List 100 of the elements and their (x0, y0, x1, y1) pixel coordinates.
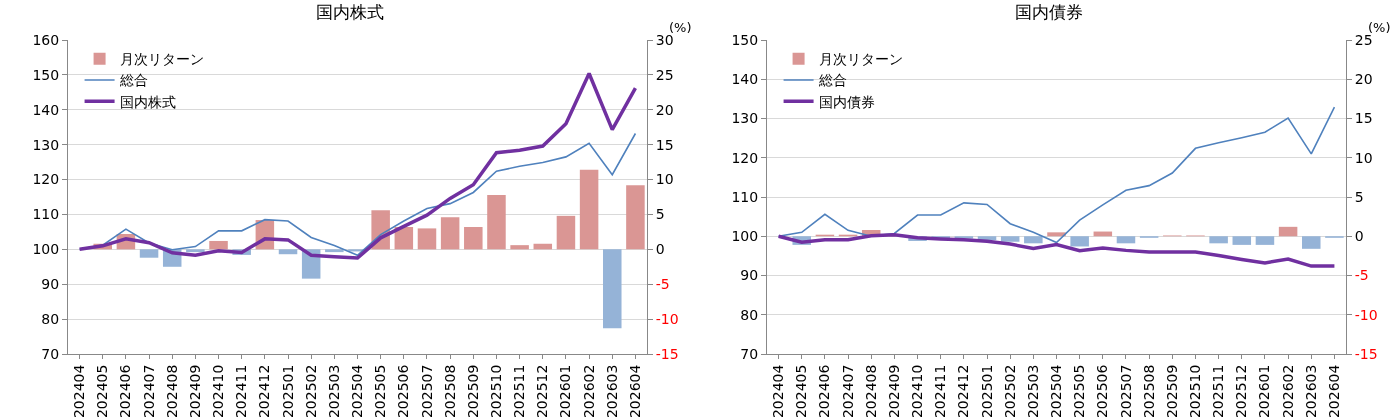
bar (510, 245, 529, 250)
bar (278, 249, 298, 255)
x-tick-label: 202509 (1163, 364, 1180, 419)
x-tick-label: 202507 (1117, 364, 1134, 419)
x-tick-label: 202602 (1279, 364, 1296, 419)
x-tick-label: 202409 (186, 364, 203, 419)
chart-title: 国内株式 (315, 2, 384, 23)
x-tick-label: 202510 (1187, 364, 1204, 419)
bar (1278, 226, 1298, 237)
x-tick-label: 202405 (793, 364, 810, 419)
x-tick-label: 202408 (163, 364, 180, 419)
line-series (77, 71, 638, 260)
y2-tick-label: 0 (655, 241, 665, 258)
bar (1047, 232, 1066, 237)
bar (1116, 236, 1136, 244)
y2-tick-label: 20 (655, 101, 674, 118)
bar (603, 249, 622, 329)
y2-tick-label: 25 (655, 66, 674, 83)
legend-label: 月次リターン (818, 51, 903, 68)
y2-tick-label: 20 (1354, 71, 1373, 88)
bar (186, 249, 205, 253)
bar (1232, 236, 1252, 245)
x-tick-label: 202411 (233, 364, 250, 419)
legend-label: 国内債券 (818, 93, 875, 110)
x-tick-label: 202503 (325, 364, 342, 419)
y-tick-label: 100 (32, 241, 60, 258)
x-tick-label: 202406 (117, 364, 134, 419)
y-tick-label: 130 (32, 136, 60, 153)
y-tick-label: 90 (41, 276, 60, 293)
bar (1070, 236, 1089, 247)
y2-tick-label: 10 (655, 171, 674, 188)
legend-label: 総合 (817, 72, 847, 89)
x-tick-label: 202505 (372, 364, 389, 419)
x-tick-label: 202504 (349, 364, 366, 419)
bar (209, 240, 228, 250)
x-tick-label: 202508 (441, 364, 458, 419)
x-tick-label: 202405 (94, 364, 111, 419)
bar (1209, 236, 1228, 244)
x-tick-label: 202506 (1094, 364, 1111, 419)
x-tick-label: 202603 (603, 364, 620, 419)
bar (556, 215, 576, 250)
x-tick-label: 202512 (534, 364, 551, 419)
y2-tick-label: 5 (655, 206, 665, 223)
x-tick-label: 202407 (839, 364, 856, 419)
y-tick-label: 70 (740, 345, 759, 362)
bar (325, 249, 344, 253)
x-tick-label: 202411 (932, 364, 949, 419)
x-tick-label: 202503 (1024, 364, 1041, 419)
legend-label: 月次リターン (119, 51, 204, 68)
bar (1302, 236, 1321, 249)
y-tick-label: 150 (731, 31, 759, 48)
x-tick-label: 202407 (140, 364, 157, 419)
x-tick-label: 202410 (909, 364, 926, 419)
x-tick-label: 202410 (210, 364, 227, 419)
x-tick-label: 202412 (256, 364, 273, 419)
bar (464, 227, 483, 250)
x-tick-label: 202604 (626, 364, 643, 419)
y2-tick-label: -15 (1354, 345, 1378, 362)
x-tick-label: 202511 (511, 364, 528, 419)
line-series (776, 232, 1337, 268)
y2-tick-label: -10 (655, 311, 679, 328)
bar (626, 185, 645, 250)
bar (579, 169, 599, 250)
x-tick-label: 202501 (978, 364, 995, 419)
bar (440, 217, 460, 250)
x-tick-label: 202501 (279, 364, 296, 419)
x-tick-label: 202507 (418, 364, 435, 419)
x-tick-label: 202404 (71, 364, 88, 419)
y-tick-label: 80 (740, 306, 759, 323)
x-tick-label: 202508 (1140, 364, 1157, 419)
y-tick-label: 100 (731, 228, 759, 245)
x-tick-label: 202601 (1256, 364, 1273, 419)
x-tick-label: 202408 (862, 364, 879, 419)
y-tick-label: 140 (32, 101, 60, 118)
y2-axis-title: (%) (1368, 20, 1391, 35)
x-tick-label: 202603 (1302, 364, 1319, 419)
y2-tick-label: -10 (1354, 306, 1378, 323)
bar (487, 194, 506, 250)
x-tick-label: 202604 (1325, 364, 1342, 419)
x-tick-label: 202504 (1048, 364, 1065, 419)
legend-label: 総合 (118, 72, 148, 89)
x-tick-label: 202511 (1210, 364, 1227, 419)
bar (1000, 236, 1020, 242)
y2-tick-label: 0 (1354, 228, 1364, 245)
y-tick-label: 130 (731, 110, 759, 127)
y-tick-label: 110 (32, 206, 60, 223)
x-tick-label: 202510 (488, 364, 505, 419)
bar (417, 228, 437, 250)
x-tick-label: 202601 (557, 364, 574, 419)
x-tick-label: 202502 (1001, 364, 1018, 419)
x-tick-label: 202404 (770, 364, 787, 419)
y-tick-label: 120 (731, 149, 759, 166)
y2-tick-label: 10 (1354, 149, 1373, 166)
y2-tick-label: 15 (655, 136, 674, 153)
x-tick-label: 202512 (1233, 364, 1250, 419)
x-tick-label: 202412 (955, 364, 972, 419)
y-tick-label: 160 (32, 31, 60, 48)
y2-tick-label: -5 (1354, 267, 1369, 284)
bar (1024, 236, 1043, 244)
x-tick-label: 202509 (464, 364, 481, 419)
